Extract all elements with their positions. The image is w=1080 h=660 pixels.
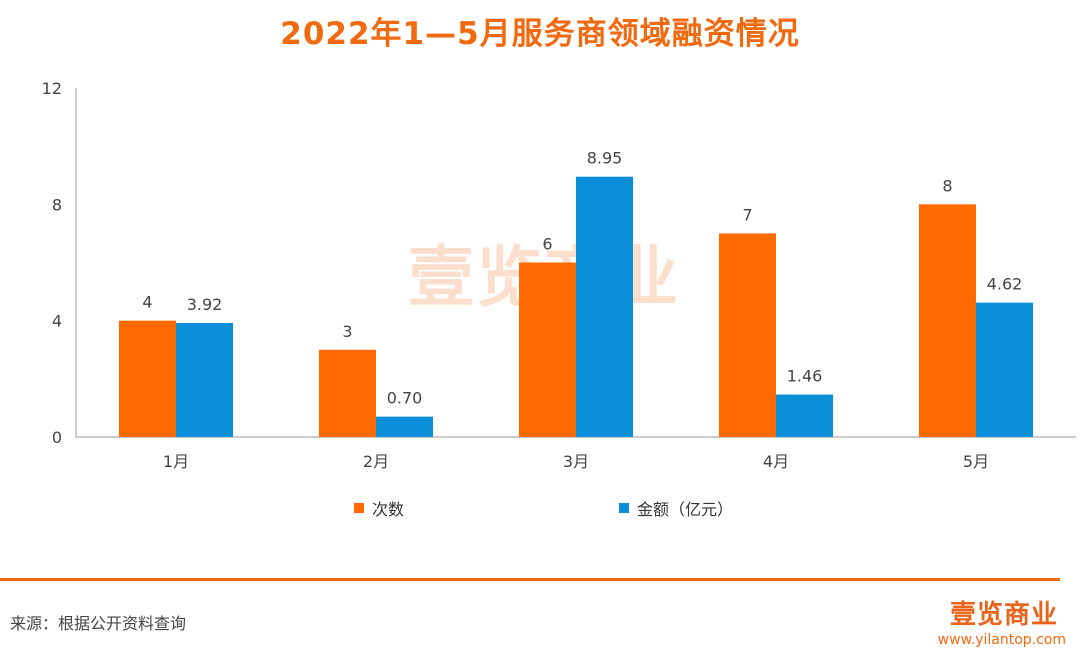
data-label: 7 [742, 205, 752, 224]
source-note: 来源：根据公开资料查询 [10, 614, 187, 633]
y-tick-label: 8 [52, 195, 62, 214]
bar-count [519, 262, 576, 437]
legend-item-amount: 金额（亿元） [619, 496, 733, 520]
footer-divider [0, 578, 1060, 581]
data-label: 8 [942, 176, 952, 195]
bar-count [919, 204, 976, 437]
data-label: 3 [342, 322, 352, 341]
x-tick-label: 2月 [363, 452, 389, 470]
y-tick-label: 4 [52, 312, 62, 331]
data-label: 4 [142, 293, 152, 312]
data-label: 0.70 [387, 389, 423, 408]
bar-amount [576, 176, 633, 437]
bar-count [119, 320, 176, 437]
bar-amount [176, 322, 233, 437]
bar-count [719, 233, 776, 437]
data-label: 3.92 [187, 295, 223, 314]
bar-count [319, 349, 376, 437]
x-tick-label: 3月 [563, 452, 589, 470]
data-label: 6 [542, 235, 552, 254]
bar-amount [776, 394, 833, 437]
y-tick-label: 0 [52, 428, 62, 447]
x-tick-label: 1月 [163, 452, 189, 470]
x-tick-label: 4月 [763, 452, 789, 470]
bar-amount [376, 416, 433, 437]
chart-title: 2022年1—5月服务商领域融资情况 [280, 16, 800, 52]
brand-url: www.yilantop.com [937, 632, 1066, 648]
legend-label-amount: 金额（亿元） [637, 500, 734, 519]
bar-chart: 0 4 8 12 4 3.92 1月 3 0.70 2月 6 8.95 3月 7 1.46 4月 8 4.62 5月 [42, 79, 1076, 470]
legend-item-count: 次数 [354, 496, 404, 520]
legend-swatch-amount [619, 503, 629, 513]
x-tick-label: 5月 [963, 452, 989, 470]
data-label: 8.95 [587, 149, 623, 168]
data-label: 4.62 [987, 275, 1023, 294]
brand-logo: 壹览商业 [949, 600, 1058, 630]
bar-amount [976, 302, 1033, 437]
y-tick-label: 12 [42, 79, 62, 98]
data-label: 1.46 [787, 367, 823, 386]
legend-label-count: 次数 [372, 500, 405, 519]
legend-swatch-count [354, 503, 364, 513]
